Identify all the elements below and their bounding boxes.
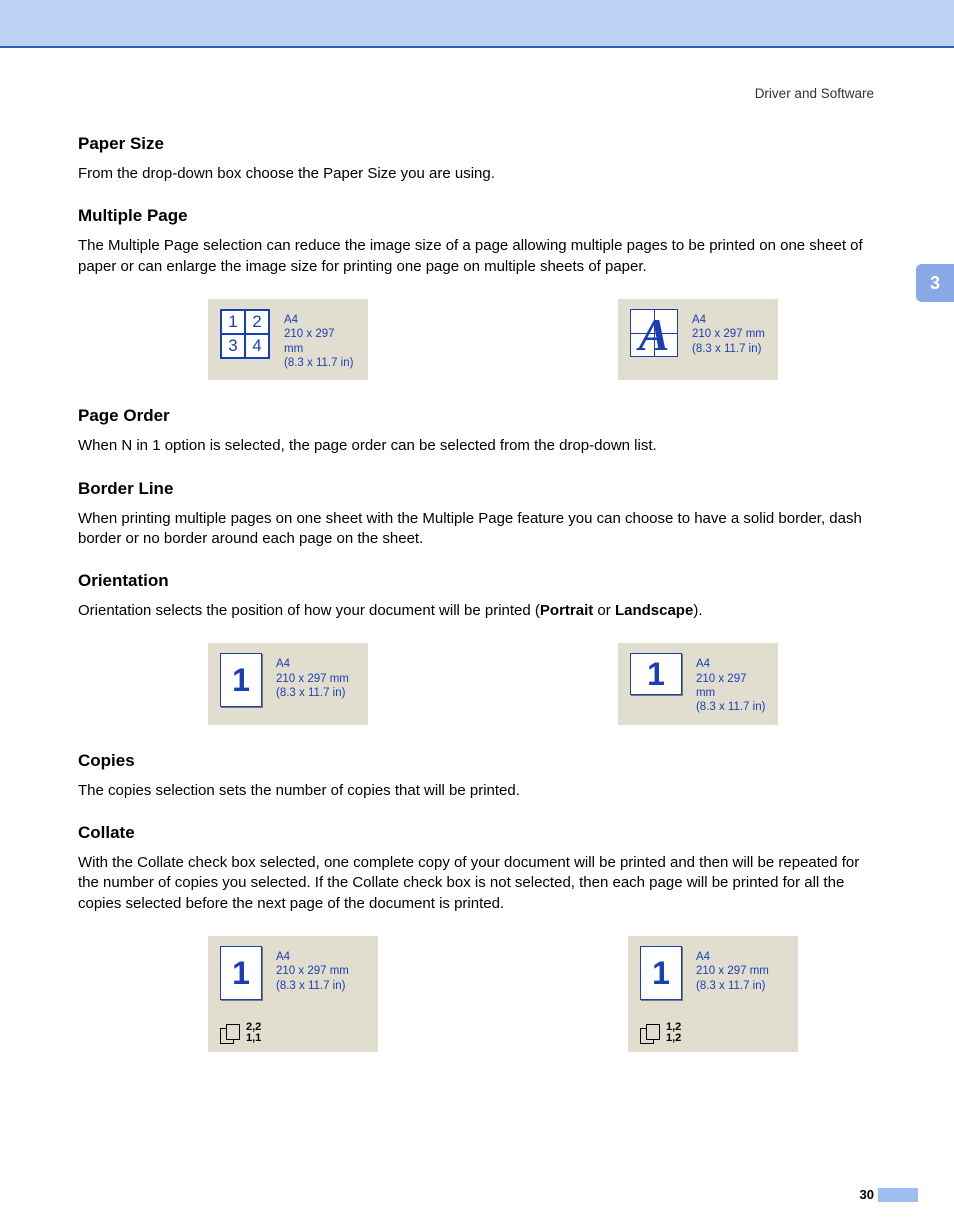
page-number: 30: [860, 1187, 874, 1202]
collate-top-row: 1 A4 210 x 297 mm (8.3 x 11.7 in): [640, 946, 769, 1000]
collate-stack-icon: 2,2 1,1: [220, 1022, 261, 1044]
stack-label-bot: 1,1: [246, 1033, 261, 1044]
landscape-sheet-icon: 1: [630, 653, 682, 695]
spec-name: A4: [696, 950, 769, 964]
header-rule: [0, 46, 954, 48]
spec-in: (8.3 x 11.7 in): [692, 342, 765, 356]
figure-row-multipage: 1 2 3 4 A4 210 x 297 mm (8.3 x 11.7 in) …: [78, 299, 878, 381]
para-paper-size: From the drop-down box choose the Paper …: [78, 164, 878, 184]
stack-page: [646, 1024, 660, 1040]
collate-top-row: 1 A4 210 x 297 mm (8.3 x 11.7 in): [220, 946, 349, 1000]
orientation-bold-landscape: Landscape: [615, 602, 693, 619]
figure-collate-off: 1 A4 210 x 297 mm (8.3 x 11.7 in) 1,2: [628, 936, 798, 1052]
figure-collate-on: 1 A4 210 x 297 mm (8.3 x 11.7 in) 2,2: [208, 936, 378, 1052]
page: Driver and Software 3 Paper Size From th…: [0, 0, 954, 1232]
nup-cell: 3: [221, 334, 245, 358]
sheet-number: 1: [232, 664, 250, 696]
spec-in: (8.3 x 11.7 in): [276, 979, 349, 993]
nup-grid-icon: 1 2 3 4: [220, 309, 270, 359]
spec-mm: 210 x 297 mm: [284, 327, 356, 356]
poster-icon: A: [630, 309, 678, 357]
paper-spec: A4 210 x 297 mm (8.3 x 11.7 in): [276, 950, 349, 993]
nup-cell: 1: [221, 310, 245, 334]
main-content: Paper Size From the drop-down box choose…: [78, 134, 878, 1078]
heading-collate: Collate: [78, 823, 878, 843]
top-accent-bar: [0, 0, 954, 46]
spec-mm: 210 x 297 mm: [696, 964, 769, 978]
heading-multiple-page: Multiple Page: [78, 206, 878, 226]
spec-mm: 210 x 297 mm: [696, 672, 766, 701]
figure-landscape: 1 A4 210 x 297 mm (8.3 x 11.7 in): [618, 643, 778, 725]
figure-portrait: 1 A4 210 x 297 mm (8.3 x 11.7 in): [208, 643, 368, 725]
heading-border-line: Border Line: [78, 479, 878, 499]
orientation-text-mid: or: [593, 602, 615, 619]
para-orientation: Orientation selects the position of how …: [78, 601, 878, 621]
heading-page-order: Page Order: [78, 406, 878, 426]
spec-in: (8.3 x 11.7 in): [696, 979, 769, 993]
running-header: Driver and Software: [755, 86, 874, 101]
sheet-number: 1: [652, 957, 670, 989]
heading-copies: Copies: [78, 751, 878, 771]
stack-page: [226, 1024, 240, 1040]
para-copies: The copies selection sets the number of …: [78, 781, 878, 801]
paper-spec: A4 210 x 297 mm (8.3 x 11.7 in): [696, 950, 769, 993]
spec-name: A4: [276, 657, 349, 671]
para-border-line: When printing multiple pages on one shee…: [78, 509, 878, 550]
spec-name: A4: [696, 657, 766, 671]
paper-spec: A4 210 x 297 mm (8.3 x 11.7 in): [276, 657, 349, 700]
sheet-number: 1: [647, 658, 665, 690]
figure-poster: A A4 210 x 297 mm (8.3 x 11.7 in): [618, 299, 778, 381]
heading-paper-size: Paper Size: [78, 134, 878, 154]
stack-pages-icon: [220, 1024, 244, 1044]
orientation-bold-portrait: Portrait: [540, 602, 593, 619]
spec-name: A4: [284, 313, 356, 327]
paper-spec: A4 210 x 297 mm (8.3 x 11.7 in): [284, 313, 356, 371]
stack-pages-icon: [640, 1024, 664, 1044]
para-page-order: When N in 1 option is selected, the page…: [78, 436, 878, 456]
portrait-sheet-icon: 1: [640, 946, 682, 1000]
figure-nup-4in1: 1 2 3 4 A4 210 x 297 mm (8.3 x 11.7 in): [208, 299, 368, 381]
spec-in: (8.3 x 11.7 in): [276, 686, 349, 700]
stack-label-bot: 1,2: [666, 1033, 681, 1044]
para-multiple-page: The Multiple Page selection can reduce t…: [78, 236, 878, 277]
collate-stack-icon: 1,2 1,2: [640, 1022, 681, 1044]
spec-mm: 210 x 297 mm: [276, 672, 349, 686]
nup-cell: 2: [245, 310, 269, 334]
portrait-sheet-icon: 1: [220, 946, 262, 1000]
stack-labels: 2,2 1,1: [246, 1022, 261, 1044]
para-collate: With the Collate check box selected, one…: [78, 853, 878, 914]
nup-cell: 4: [245, 334, 269, 358]
spec-in: (8.3 x 11.7 in): [284, 356, 356, 370]
figure-row-collate: 1 A4 210 x 297 mm (8.3 x 11.7 in) 2,2: [78, 936, 878, 1052]
orientation-text-pre: Orientation selects the position of how …: [78, 602, 540, 619]
page-number-bar: [878, 1188, 918, 1202]
spec-in: (8.3 x 11.7 in): [696, 700, 766, 714]
heading-orientation: Orientation: [78, 571, 878, 591]
sheet-number: 1: [232, 957, 250, 989]
spec-mm: 210 x 297 mm: [276, 964, 349, 978]
spec-name: A4: [276, 950, 349, 964]
paper-spec: A4 210 x 297 mm (8.3 x 11.7 in): [692, 313, 765, 356]
chapter-tab: 3: [916, 264, 954, 302]
portrait-sheet-icon: 1: [220, 653, 262, 707]
orientation-text-post: ).: [693, 602, 702, 619]
figure-row-orientation: 1 A4 210 x 297 mm (8.3 x 11.7 in) 1 A4 2…: [78, 643, 878, 725]
spec-mm: 210 x 297 mm: [692, 327, 765, 341]
poster-letter: A: [639, 312, 670, 358]
paper-spec: A4 210 x 297 mm (8.3 x 11.7 in): [696, 657, 766, 715]
spec-name: A4: [692, 313, 765, 327]
stack-labels: 1,2 1,2: [666, 1022, 681, 1044]
